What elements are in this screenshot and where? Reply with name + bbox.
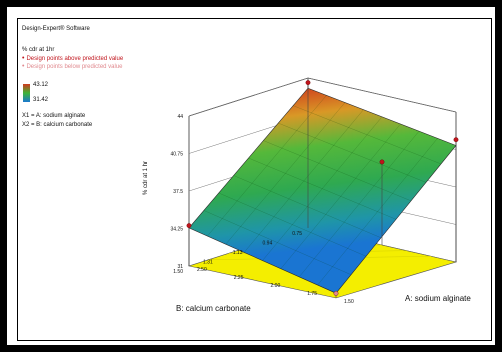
response-name: % cdr at 1hr <box>22 47 55 53</box>
factor-x2-label: X2 = B: calcium carbonate <box>22 122 93 128</box>
surface-mesh-line <box>262 116 383 261</box>
legend-above-label: Design points above predicted value <box>26 56 124 62</box>
z-tick-label: 37.5 <box>173 189 183 195</box>
surface-mesh-line <box>263 140 412 202</box>
z-tick-label: 44 <box>177 114 183 120</box>
surface-mesh-line <box>207 95 327 237</box>
design-point <box>305 80 311 86</box>
surface-mesh-line <box>225 102 346 245</box>
z-tick-label: 34.25 <box>170 227 183 233</box>
x-axis-label: A: sodium alginate <box>405 294 471 303</box>
design-point <box>186 223 192 229</box>
x-tick-label: 2.50 <box>197 267 207 273</box>
legend-above: • Design points above predicted value <box>22 55 124 62</box>
y-tick-label: 0.75 <box>292 231 302 237</box>
design-point <box>333 290 339 296</box>
surface-mesh-line <box>299 131 420 277</box>
x-tick-label: 1.50 <box>344 299 354 305</box>
legend-below-label: Design points below predicted value <box>26 64 123 70</box>
factor-x1-label: X1 = A: sodium alginate <box>22 113 86 119</box>
colorbar-max-label: 43.12 <box>33 82 49 88</box>
software-label: Design-Expert® Software <box>22 26 90 32</box>
y-tick-label: 0.94 <box>263 241 273 247</box>
surface-mesh-line <box>233 175 382 238</box>
surface-mesh-line <box>278 122 427 183</box>
z-gridline <box>188 77 457 117</box>
surface-mesh-line <box>203 210 352 275</box>
x-tick-label: 1.75 <box>307 291 317 297</box>
x-tick-label: 2.00 <box>271 283 281 289</box>
design-point <box>453 137 459 143</box>
figure-border <box>17 18 492 341</box>
surface-mesh-line <box>293 105 442 165</box>
y-tick-label: 1.31 <box>203 260 213 266</box>
y-tick-label: 1.13 <box>233 250 243 256</box>
surface-mesh-line <box>243 109 364 253</box>
z-axis-label: % cdr at 1 hr <box>143 161 149 195</box>
colorbar-min-label: 31.42 <box>33 97 49 103</box>
surface-mesh-line <box>317 138 438 286</box>
z-tick-label: 40.75 <box>170 152 183 158</box>
legend-below: • Design points below predicted value <box>22 63 123 70</box>
y-axis-label: B: calcium carbonate <box>176 304 251 313</box>
design-point <box>379 159 385 165</box>
surface-mesh-line <box>280 123 401 269</box>
y-tick-label: 1.50 <box>173 269 183 275</box>
x-tick-label: 2.25 <box>234 275 244 281</box>
z-tick-label: 31 <box>177 264 183 270</box>
color-scale-bar <box>23 84 30 102</box>
surface-mesh-line <box>248 157 397 220</box>
surface-mesh-line <box>218 192 367 257</box>
